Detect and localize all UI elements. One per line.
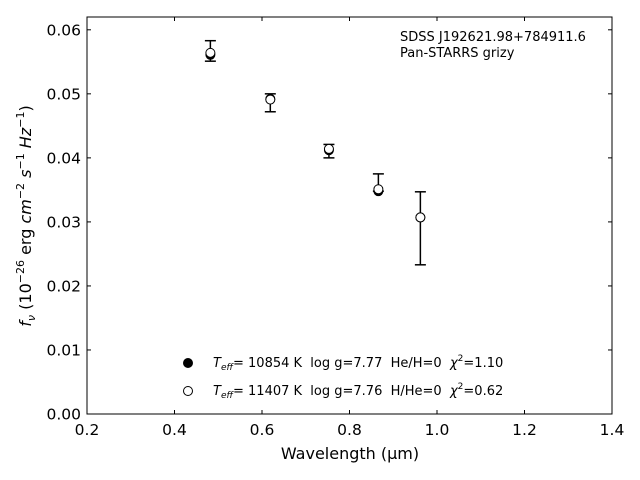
observed-errorbars [204, 39, 426, 266]
y-tick-label: 0.02 [46, 277, 81, 295]
series-open-markers [205, 47, 426, 223]
annotation-object-name: SDSS J192621.98+784911.6 [400, 30, 586, 45]
x-tick-label: 1.4 [600, 421, 625, 439]
data-point-open [265, 94, 276, 105]
y-tick-label: 0.01 [46, 341, 81, 359]
data-point-open [373, 184, 384, 195]
data-point-open [415, 212, 426, 223]
x-tick-label: 0.6 [250, 421, 275, 439]
x-tick-label: 0.2 [75, 421, 100, 439]
data-point-open [205, 47, 216, 58]
series-filled-markers [205, 49, 426, 223]
legend-entry-1: Teff= 10854 K log g=7.77 He/H=0 χ2=1.10 [213, 354, 503, 373]
y-tick-label: 0.03 [46, 213, 81, 231]
legend-marker-open [183, 386, 193, 396]
legend-entry-2: Teff= 11407 K log g=7.76 H/He=0 χ2=0.62 [213, 382, 503, 401]
x-tick-label: 0.4 [162, 421, 187, 439]
x-tick-label: 1.2 [512, 421, 537, 439]
svg-text:fν (10−26 erg cm−2 s−1 Hz−1): fν (10−26 erg cm−2 s−1 Hz−1) [14, 105, 38, 326]
y-tick-label: 0.06 [46, 21, 81, 39]
legend: Teff= 10854 K log g=7.77 He/H=0 χ2=1.10 … [183, 354, 503, 401]
x-axis-ticks: 0.2 0.4 0.6 0.8 1.0 1.2 1.4 [75, 17, 625, 439]
annotation-survey: Pan-STARRS grizy [400, 46, 515, 61]
y-tick-label: 0.05 [46, 85, 81, 103]
x-tick-label: 1.0 [425, 421, 450, 439]
x-tick-label: 0.8 [337, 421, 362, 439]
y-axis-title: fν (10−26 erg cm−2 s−1 Hz−1) [14, 105, 38, 326]
data-point-open [323, 143, 334, 154]
x-axis-title: Wavelength (μm) [281, 444, 419, 463]
legend-marker-filled [183, 358, 193, 368]
y-tick-label: 0.04 [46, 149, 81, 167]
y-tick-label: 0.00 [46, 406, 81, 424]
y-axis-ticks: 0.00 0.01 0.02 0.03 0.04 0.05 0.06 [46, 21, 612, 424]
plot-frame [86, 16, 613, 415]
